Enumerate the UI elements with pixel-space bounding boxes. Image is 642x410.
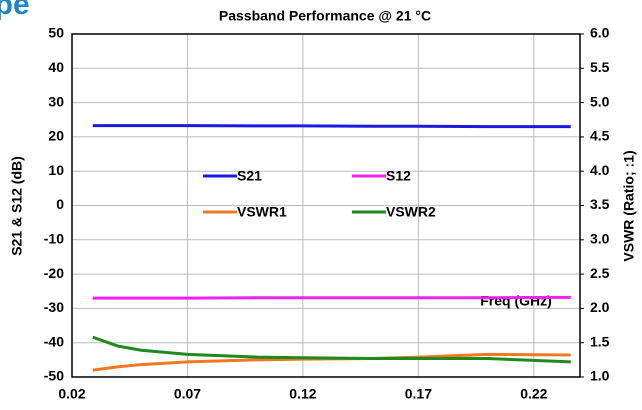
x-tick-label: 0.17 bbox=[405, 386, 432, 402]
y-tick-label: -30 bbox=[44, 299, 64, 315]
y-tick-label: -50 bbox=[44, 368, 64, 384]
y2-tick-label: 1.5 bbox=[590, 333, 610, 349]
y-tick-label: -20 bbox=[44, 265, 64, 281]
legend-label: VSWR1 bbox=[237, 204, 287, 220]
y2-tick-label: 6.0 bbox=[590, 25, 610, 41]
y-tick-label: 10 bbox=[48, 162, 64, 178]
y2-tick-label: 2.0 bbox=[590, 299, 610, 315]
y-tick-label: 30 bbox=[48, 93, 64, 109]
y-tick-label: 50 bbox=[48, 25, 64, 41]
y2-tick-label: 5.5 bbox=[590, 59, 610, 75]
x-tick-label: 0.02 bbox=[58, 386, 85, 402]
legend-label: VSWR2 bbox=[386, 204, 436, 220]
chart-title: Passband Performance @ 21 °C bbox=[219, 8, 431, 24]
y-axis-title: S21 & S12 (dB) bbox=[9, 156, 25, 256]
y-tick-label: 20 bbox=[48, 128, 64, 144]
legend-label: S21 bbox=[237, 168, 262, 184]
y2-tick-label: 4.0 bbox=[590, 162, 610, 178]
series-line bbox=[92, 352, 571, 372]
x-tick-label: 0.12 bbox=[289, 386, 316, 402]
y2-axis-title: VSWR (Ratio; :1) bbox=[621, 150, 637, 261]
header: ype bbox=[0, 0, 30, 21]
series-line bbox=[92, 335, 571, 364]
y2-tick-label: 4.5 bbox=[590, 128, 610, 144]
y2-tick-label: 1.0 bbox=[590, 368, 610, 384]
y2-tick-label: 5.0 bbox=[590, 93, 610, 109]
y2-tick-label: 3.0 bbox=[590, 231, 610, 247]
y2-tick-label: 2.5 bbox=[590, 265, 610, 281]
series-line bbox=[92, 295, 571, 300]
y-tick-label: -10 bbox=[44, 231, 64, 247]
annotation: Freq (GHz) bbox=[480, 293, 552, 309]
y-tick-label: 40 bbox=[48, 59, 64, 75]
x-tick-label: 0.22 bbox=[520, 386, 547, 402]
y-tick-label: 0 bbox=[56, 196, 64, 212]
legend-label: S12 bbox=[386, 168, 411, 184]
plot-border bbox=[71, 33, 581, 378]
y-tick-label: -40 bbox=[44, 333, 64, 349]
y2-tick-label: 3.5 bbox=[590, 196, 610, 212]
x-tick-label: 0.07 bbox=[174, 386, 201, 402]
series-line bbox=[92, 124, 571, 129]
